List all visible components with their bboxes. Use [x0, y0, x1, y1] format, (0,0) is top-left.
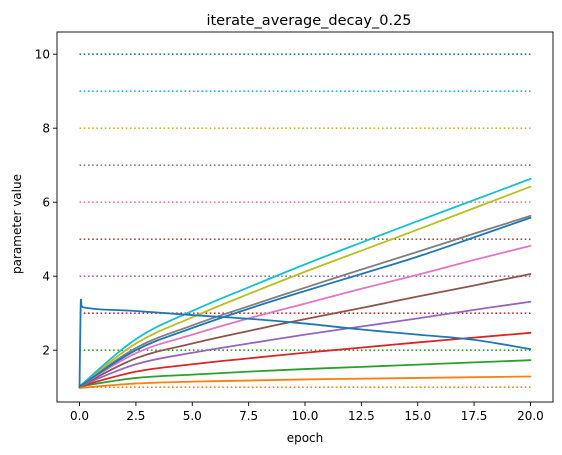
series-lines	[78, 177, 532, 389]
plot-frame	[56, 31, 554, 403]
x-tick-label: 7.5	[239, 409, 258, 423]
x-tick-label: 0.0	[70, 409, 89, 423]
series-line-2	[78, 359, 532, 388]
y-axis-ticks: 2 4 6 8 10	[35, 48, 57, 358]
series-line-10	[78, 298, 532, 389]
x-tick-label: 20.0	[517, 409, 544, 423]
series-line-1	[78, 375, 532, 389]
y-axis-label: parameter value	[10, 174, 24, 274]
series-line-3	[78, 331, 532, 388]
series-line-5	[78, 273, 532, 388]
series-line-9	[78, 177, 532, 388]
series-line-11	[78, 216, 532, 388]
y-tick-label: 2	[42, 344, 50, 358]
chart-title: iterate_average_decay_0.25	[206, 13, 411, 29]
series-line-8	[78, 185, 532, 388]
y-tick-label: 8	[42, 122, 50, 136]
x-tick-label: 15.0	[404, 409, 431, 423]
x-tick-label: 10.0	[292, 409, 319, 423]
x-axis-ticks: 0.0 2.5 5.0 7.5 10.0 12.5 15.0 17.5 20.0	[70, 402, 544, 423]
y-tick-label: 10	[35, 48, 50, 62]
series-line-7	[78, 214, 532, 388]
x-tick-label: 5.0	[183, 409, 202, 423]
x-tick-label: 12.5	[348, 409, 375, 423]
series-line-4	[78, 300, 532, 388]
x-tick-label: 2.5	[126, 409, 145, 423]
y-tick-label: 6	[42, 196, 50, 210]
y-tick-label: 4	[42, 270, 50, 284]
x-tick-label: 17.5	[461, 409, 488, 423]
series-line-6	[78, 244, 532, 388]
x-axis-label: epoch	[287, 431, 324, 445]
